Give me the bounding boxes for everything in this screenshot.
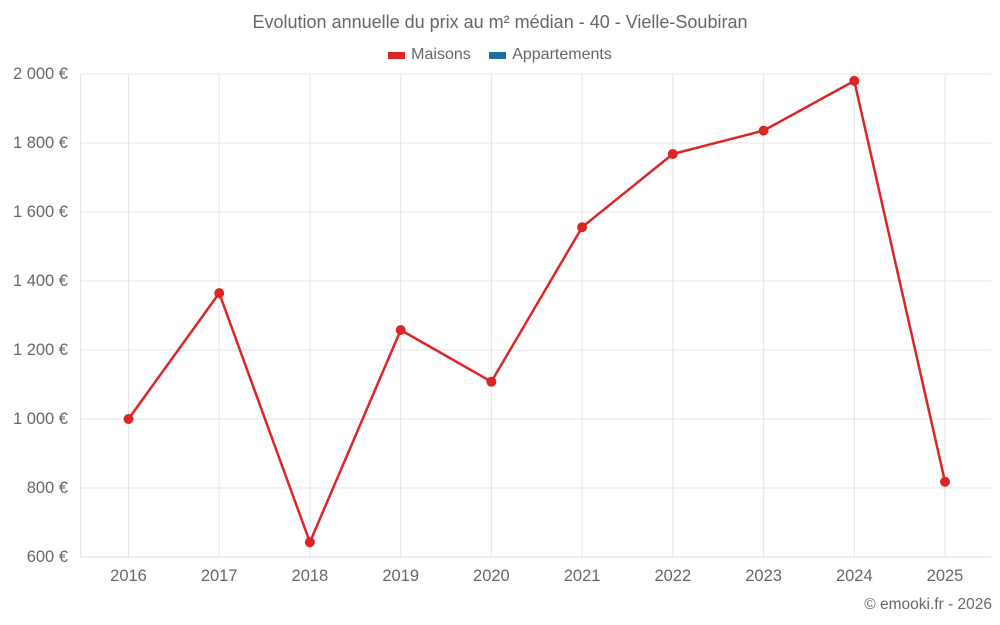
svg-text:2016: 2016 <box>110 567 147 585</box>
svg-text:2020: 2020 <box>473 567 510 585</box>
svg-text:2022: 2022 <box>654 567 691 585</box>
svg-text:2023: 2023 <box>745 567 782 585</box>
svg-text:2019: 2019 <box>382 567 419 585</box>
svg-text:1 200 €: 1 200 € <box>13 341 68 359</box>
svg-text:800 €: 800 € <box>27 479 68 497</box>
svg-text:1 400 €: 1 400 € <box>13 272 68 290</box>
svg-text:2024: 2024 <box>836 567 873 585</box>
svg-text:1 600 €: 1 600 € <box>13 203 68 221</box>
svg-text:2021: 2021 <box>564 567 601 585</box>
svg-text:2018: 2018 <box>292 567 329 585</box>
svg-text:2 000 €: 2 000 € <box>13 65 68 83</box>
svg-text:1 800 €: 1 800 € <box>13 134 68 152</box>
svg-text:1 000 €: 1 000 € <box>13 410 68 428</box>
svg-text:600 €: 600 € <box>27 548 68 566</box>
svg-text:2025: 2025 <box>927 567 964 585</box>
svg-text:2017: 2017 <box>201 567 238 585</box>
